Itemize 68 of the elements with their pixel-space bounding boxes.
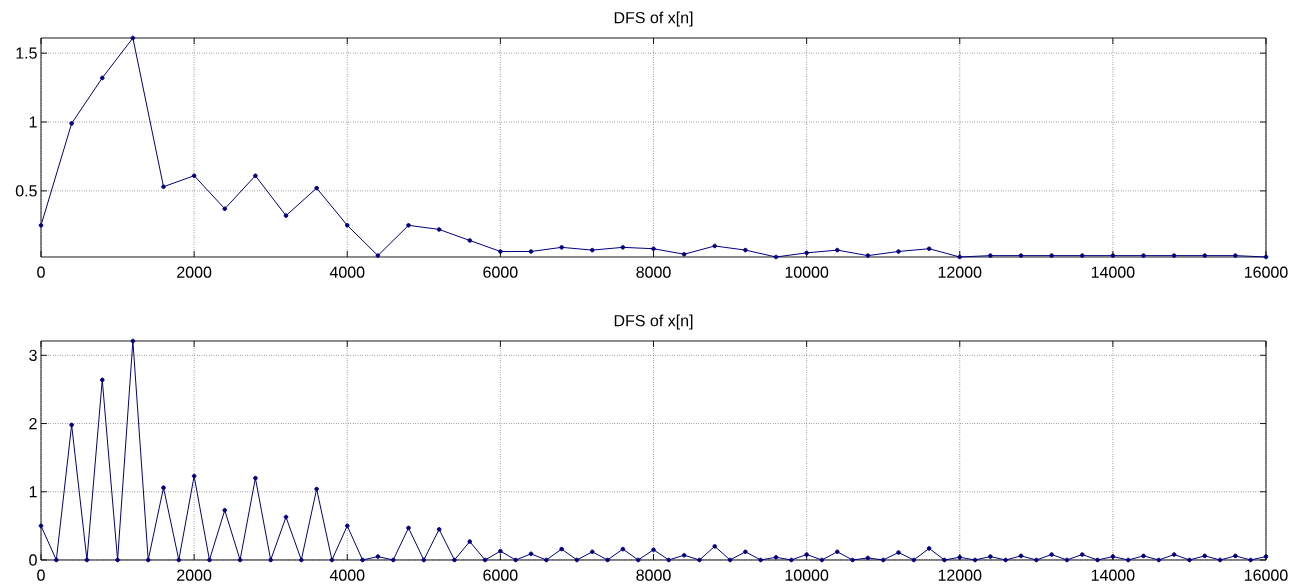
point (988, 253, 993, 258)
x-tick-label: 10000 (785, 569, 829, 581)
point (712, 243, 718, 249)
point (1263, 254, 1269, 260)
point (1141, 253, 1146, 258)
point (222, 206, 228, 212)
x-tick-label: 2000 (177, 569, 212, 581)
x-tick-label: 16000 (1244, 569, 1288, 581)
x-tick-label: 6000 (483, 569, 518, 581)
y-tick-label: 3 (29, 349, 37, 361)
point (38, 223, 44, 228)
point (314, 185, 319, 191)
point (681, 251, 687, 257)
y-tick-label: 0.5 (15, 185, 37, 197)
x-tick-label: 14000 (1091, 266, 1135, 278)
chart-title: DFS of x[n] (614, 11, 693, 27)
x-tick-label: 10000 (785, 266, 829, 278)
y-tick-label: 2 (29, 417, 37, 430)
y-tick-label: 0 (29, 554, 37, 566)
point (589, 247, 595, 253)
point (253, 173, 258, 179)
point (191, 173, 197, 179)
point (69, 121, 74, 126)
point (1110, 253, 1116, 258)
x-tick-label: 12000 (938, 569, 982, 581)
point (99, 75, 105, 81)
point (896, 249, 901, 254)
point (1018, 253, 1024, 258)
point (773, 254, 779, 260)
x-tick-label: 4000 (329, 569, 365, 581)
x-tick-label: 2000 (177, 266, 212, 278)
point (1171, 253, 1177, 258)
x-tick-label: 4000 (329, 266, 365, 278)
point (1233, 253, 1238, 258)
point (467, 238, 473, 243)
point (865, 253, 871, 258)
point (406, 223, 411, 228)
y-tick-label: 1.5 (16, 47, 37, 59)
point (1079, 253, 1085, 258)
x-tick-label: 6000 (483, 266, 518, 278)
point (375, 253, 381, 258)
point (130, 35, 136, 41)
y-tick-label: 1 (29, 116, 37, 128)
point (957, 254, 963, 260)
y-tick-label: 1 (29, 486, 37, 498)
point (528, 249, 534, 254)
x-tick-label: 12000 (938, 266, 982, 278)
point (344, 223, 350, 228)
x-tick-label: 14000 (1091, 569, 1135, 581)
x-tick-label: 16000 (1244, 266, 1288, 278)
point (161, 184, 166, 190)
x-tick-label: 0 (37, 266, 45, 278)
x-tick-label: 8000 (636, 569, 671, 581)
point (743, 247, 748, 253)
point (283, 213, 289, 218)
x-tick-label: 8000 (636, 266, 671, 278)
point (559, 245, 564, 250)
point (834, 247, 840, 253)
point (1049, 253, 1054, 258)
point (1202, 253, 1208, 258)
point (620, 245, 626, 250)
point (436, 227, 442, 232)
chart-title: DFS of x[n] (614, 314, 693, 330)
point (926, 246, 932, 252)
point (804, 250, 809, 256)
point (651, 246, 656, 252)
x-tick-label: 0 (37, 569, 45, 581)
point (498, 249, 503, 254)
